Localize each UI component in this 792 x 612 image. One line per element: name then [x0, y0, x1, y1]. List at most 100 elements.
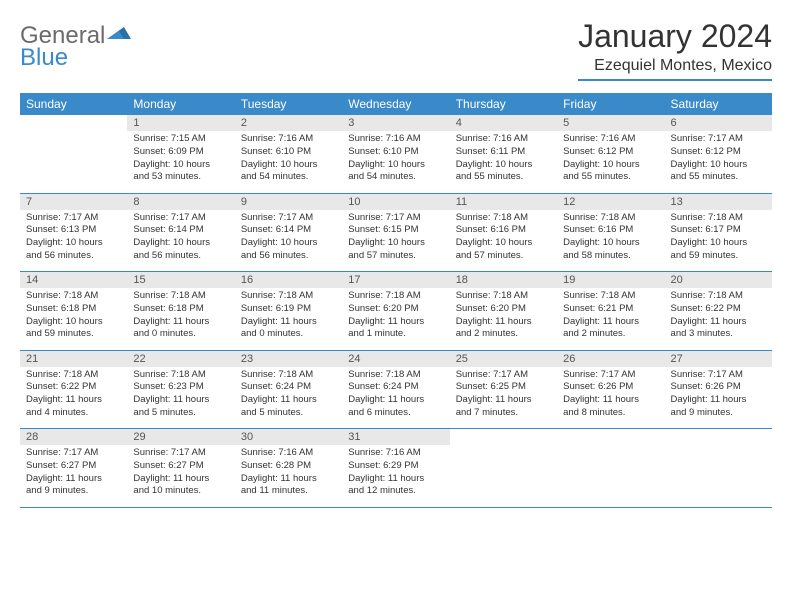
header: GeneralBlue January 2024 Ezequiel Montes…: [20, 18, 772, 81]
daylight-text-2: and 54 minutes.: [241, 171, 336, 184]
day-content-cell: Sunrise: 7:18 AMSunset: 6:20 PMDaylight:…: [342, 288, 449, 350]
sunset-text: Sunset: 6:16 PM: [456, 224, 551, 237]
sunrise-text: Sunrise: 7:17 AM: [241, 212, 336, 225]
day-number-cell: [557, 429, 664, 446]
daylight-text-1: Daylight: 11 hours: [348, 473, 443, 486]
day-content-row: Sunrise: 7:17 AMSunset: 6:27 PMDaylight:…: [20, 445, 772, 507]
day-number-cell: 7: [20, 193, 127, 210]
logo-triangle-icon: [107, 18, 131, 46]
day-number-cell: 3: [342, 115, 449, 131]
daylight-text-2: and 53 minutes.: [133, 171, 228, 184]
daylight-text-1: Daylight: 11 hours: [133, 394, 228, 407]
day-number-cell: 9: [235, 193, 342, 210]
day-number-cell: 23: [235, 350, 342, 367]
day-content-cell: Sunrise: 7:18 AMSunset: 6:24 PMDaylight:…: [235, 367, 342, 429]
sunset-text: Sunset: 6:21 PM: [563, 303, 658, 316]
daylight-text-1: Daylight: 10 hours: [241, 237, 336, 250]
sunset-text: Sunset: 6:13 PM: [26, 224, 121, 237]
day-number-cell: 11: [450, 193, 557, 210]
daylight-text-2: and 0 minutes.: [133, 328, 228, 341]
daylight-text-2: and 7 minutes.: [456, 407, 551, 420]
day-content-cell: Sunrise: 7:18 AMSunset: 6:16 PMDaylight:…: [450, 210, 557, 272]
sunrise-text: Sunrise: 7:16 AM: [241, 133, 336, 146]
day-number-row: 14151617181920: [20, 272, 772, 289]
daylight-text-2: and 0 minutes.: [241, 328, 336, 341]
daylight-text-2: and 58 minutes.: [563, 250, 658, 263]
day-number-cell: 19: [557, 272, 664, 289]
day-number-cell: 8: [127, 193, 234, 210]
day-content-row: Sunrise: 7:18 AMSunset: 6:18 PMDaylight:…: [20, 288, 772, 350]
day-number-cell: 29: [127, 429, 234, 446]
daylight-text-1: Daylight: 10 hours: [456, 237, 551, 250]
day-number-cell: [20, 115, 127, 131]
day-number-cell: 6: [665, 115, 772, 131]
day-number-cell: 21: [20, 350, 127, 367]
day-number-cell: 31: [342, 429, 449, 446]
daylight-text-1: Daylight: 10 hours: [133, 159, 228, 172]
sunset-text: Sunset: 6:27 PM: [26, 460, 121, 473]
sunset-text: Sunset: 6:16 PM: [563, 224, 658, 237]
day-content-cell: Sunrise: 7:18 AMSunset: 6:22 PMDaylight:…: [665, 288, 772, 350]
sunrise-text: Sunrise: 7:16 AM: [348, 133, 443, 146]
sunset-text: Sunset: 6:26 PM: [671, 381, 766, 394]
day-number-cell: [665, 429, 772, 446]
sunset-text: Sunset: 6:27 PM: [133, 460, 228, 473]
day-content-cell: Sunrise: 7:17 AMSunset: 6:27 PMDaylight:…: [127, 445, 234, 507]
page-title: January 2024: [578, 18, 772, 55]
day-content-cell: Sunrise: 7:16 AMSunset: 6:10 PMDaylight:…: [342, 131, 449, 193]
day-number-cell: 27: [665, 350, 772, 367]
daylight-text-1: Daylight: 11 hours: [241, 394, 336, 407]
day-content-cell: Sunrise: 7:18 AMSunset: 6:20 PMDaylight:…: [450, 288, 557, 350]
daylight-text-1: Daylight: 11 hours: [348, 316, 443, 329]
daylight-text-2: and 2 minutes.: [456, 328, 551, 341]
sunrise-text: Sunrise: 7:18 AM: [456, 212, 551, 225]
sunrise-text: Sunrise: 7:18 AM: [671, 212, 766, 225]
sunset-text: Sunset: 6:24 PM: [348, 381, 443, 394]
day-content-row: Sunrise: 7:18 AMSunset: 6:22 PMDaylight:…: [20, 367, 772, 429]
daylight-text-2: and 8 minutes.: [563, 407, 658, 420]
day-content-cell: Sunrise: 7:17 AMSunset: 6:14 PMDaylight:…: [127, 210, 234, 272]
sunset-text: Sunset: 6:11 PM: [456, 146, 551, 159]
day-content-cell: [557, 445, 664, 507]
daylight-text-1: Daylight: 11 hours: [456, 394, 551, 407]
daylight-text-1: Daylight: 10 hours: [133, 237, 228, 250]
daylight-text-1: Daylight: 11 hours: [348, 394, 443, 407]
daylight-text-1: Daylight: 11 hours: [26, 473, 121, 486]
sunrise-text: Sunrise: 7:18 AM: [133, 369, 228, 382]
day-content-cell: Sunrise: 7:18 AMSunset: 6:19 PMDaylight:…: [235, 288, 342, 350]
day-content-cell: Sunrise: 7:17 AMSunset: 6:12 PMDaylight:…: [665, 131, 772, 193]
sunset-text: Sunset: 6:25 PM: [456, 381, 551, 394]
day-content-cell: Sunrise: 7:17 AMSunset: 6:15 PMDaylight:…: [342, 210, 449, 272]
sunset-text: Sunset: 6:20 PM: [348, 303, 443, 316]
daylight-text-2: and 56 minutes.: [133, 250, 228, 263]
daylight-text-1: Daylight: 10 hours: [671, 237, 766, 250]
daylight-text-2: and 10 minutes.: [133, 485, 228, 498]
sunrise-text: Sunrise: 7:18 AM: [671, 290, 766, 303]
sunset-text: Sunset: 6:09 PM: [133, 146, 228, 159]
daylight-text-1: Daylight: 10 hours: [563, 237, 658, 250]
day-number-cell: 25: [450, 350, 557, 367]
sunset-text: Sunset: 6:10 PM: [241, 146, 336, 159]
sunset-text: Sunset: 6:26 PM: [563, 381, 658, 394]
daylight-text-2: and 2 minutes.: [563, 328, 658, 341]
daylight-text-1: Daylight: 11 hours: [133, 316, 228, 329]
day-content-cell: Sunrise: 7:16 AMSunset: 6:29 PMDaylight:…: [342, 445, 449, 507]
day-number-cell: 10: [342, 193, 449, 210]
day-content-cell: Sunrise: 7:16 AMSunset: 6:12 PMDaylight:…: [557, 131, 664, 193]
day-number-cell: 5: [557, 115, 664, 131]
day-number-cell: 16: [235, 272, 342, 289]
sunrise-text: Sunrise: 7:18 AM: [563, 290, 658, 303]
day-content-cell: Sunrise: 7:18 AMSunset: 6:23 PMDaylight:…: [127, 367, 234, 429]
calendar-header-row: SundayMondayTuesdayWednesdayThursdayFrid…: [20, 93, 772, 115]
sunset-text: Sunset: 6:14 PM: [133, 224, 228, 237]
weekday-header: Tuesday: [235, 93, 342, 115]
daylight-text-2: and 56 minutes.: [241, 250, 336, 263]
daylight-text-1: Daylight: 11 hours: [671, 394, 766, 407]
day-content-cell: Sunrise: 7:17 AMSunset: 6:25 PMDaylight:…: [450, 367, 557, 429]
daylight-text-2: and 1 minute.: [348, 328, 443, 341]
day-number-row: 21222324252627: [20, 350, 772, 367]
calendar-table: SundayMondayTuesdayWednesdayThursdayFrid…: [20, 93, 772, 508]
sunrise-text: Sunrise: 7:17 AM: [456, 369, 551, 382]
weekday-header: Saturday: [665, 93, 772, 115]
daylight-text-2: and 57 minutes.: [456, 250, 551, 263]
